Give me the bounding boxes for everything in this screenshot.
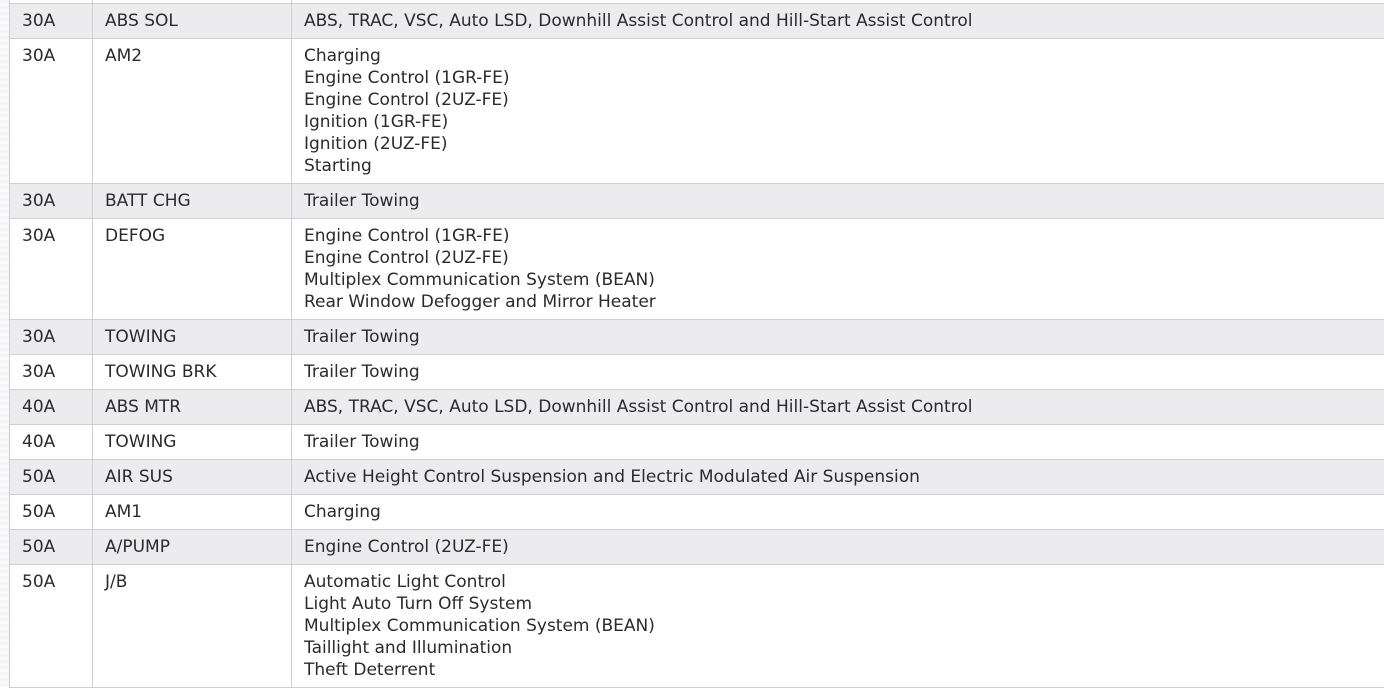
amperage-cell: 30A (10, 219, 93, 320)
circuit-cell: ABS, TRAC, VSC, Auto LSD, Downhill Assis… (292, 4, 1384, 39)
amperage-cell: 50A (10, 495, 93, 530)
fuse-name-cell: TOWING BRK (93, 355, 292, 390)
fuse-name-cell: TOWING (93, 425, 292, 460)
circuit-item: Engine Control (2UZ-FE) (304, 89, 1384, 111)
circuit-item: Charging (304, 501, 1384, 523)
circuit-item: Theft Deterrent (304, 659, 1384, 681)
circuit-item: Automatic Light Control (304, 571, 1384, 593)
circuit-item: Trailer Towing (304, 431, 1384, 453)
circuit-item: Trailer Towing (304, 190, 1384, 212)
circuit-item: Engine Control (1GR-FE) (304, 225, 1384, 247)
circuit-cell: Active Height Control Suspension and Ele… (292, 460, 1384, 495)
fuse-name-cell: AM1 (93, 495, 292, 530)
circuit-item: Multiplex Communication System (BEAN) (304, 615, 1384, 637)
circuit-cell: ABS, TRAC, VSC, Auto LSD, Downhill Assis… (292, 390, 1384, 425)
amperage-cell: 30A (10, 320, 93, 355)
fuse-name-cell: TOWING (93, 320, 292, 355)
amperage-cell: 50A (10, 530, 93, 565)
fuse-name-cell: A/PUMP (93, 530, 292, 565)
circuit-item: Taillight and Illumination (304, 637, 1384, 659)
circuit-item: Engine Control (1GR-FE) (304, 67, 1384, 89)
amperage-cell: 50A (10, 460, 93, 495)
amperage-cell: 30A (10, 184, 93, 219)
amperage-cell: 30A (10, 4, 93, 39)
circuit-item: Light Auto Turn Off System (304, 593, 1384, 615)
circuit-item: Engine Control (2UZ-FE) (304, 536, 1384, 558)
fuse-name-cell: AIR SUS (93, 460, 292, 495)
circuit-item: Rear Window Defogger and Mirror Heater (304, 291, 1384, 313)
circuit-cell: Trailer Towing (292, 425, 1384, 460)
fuse-name-cell: BATT CHG (93, 184, 292, 219)
circuit-cell: Engine Control (1GR-FE)Engine Control (2… (292, 219, 1384, 320)
circuit-item: Trailer Towing (304, 361, 1384, 383)
page-gutter (0, 0, 9, 686)
fuse-name-cell: DEFOG (93, 219, 292, 320)
circuit-cell: Charging (292, 495, 1384, 530)
circuit-item: Starting (304, 155, 1384, 177)
circuit-cell: Trailer Towing (292, 320, 1384, 355)
amperage-cell: 30A (10, 355, 93, 390)
circuit-item: Active Height Control Suspension and Ele… (304, 466, 1384, 488)
fuse-name-cell: AM2 (93, 39, 292, 184)
amperage-cell: 40A (10, 425, 93, 460)
amperage-cell: 30A (10, 39, 93, 184)
fuse-name-cell: ABS MTR (93, 390, 292, 425)
circuit-item: Ignition (1GR-FE) (304, 111, 1384, 133)
circuit-cell: Trailer Towing (292, 184, 1384, 219)
amperage-cell: 50A (10, 565, 93, 688)
circuit-item: Engine Control (2UZ-FE) (304, 247, 1384, 269)
circuit-cell: Trailer Towing (292, 355, 1384, 390)
circuit-item: ABS, TRAC, VSC, Auto LSD, Downhill Assis… (304, 10, 1384, 32)
circuit-item: Multiplex Communication System (BEAN) (304, 269, 1384, 291)
circuit-item: ABS, TRAC, VSC, Auto LSD, Downhill Assis… (304, 396, 1384, 418)
circuit-item: Ignition (2UZ-FE) (304, 133, 1384, 155)
circuit-item: Trailer Towing (304, 326, 1384, 348)
circuit-item: Charging (304, 45, 1384, 67)
circuit-cell: Engine Control (2UZ-FE) (292, 530, 1384, 565)
fuse-name-cell: J/B (93, 565, 292, 688)
amperage-cell: 40A (10, 390, 93, 425)
fuse-name-cell: ABS SOL (93, 4, 292, 39)
